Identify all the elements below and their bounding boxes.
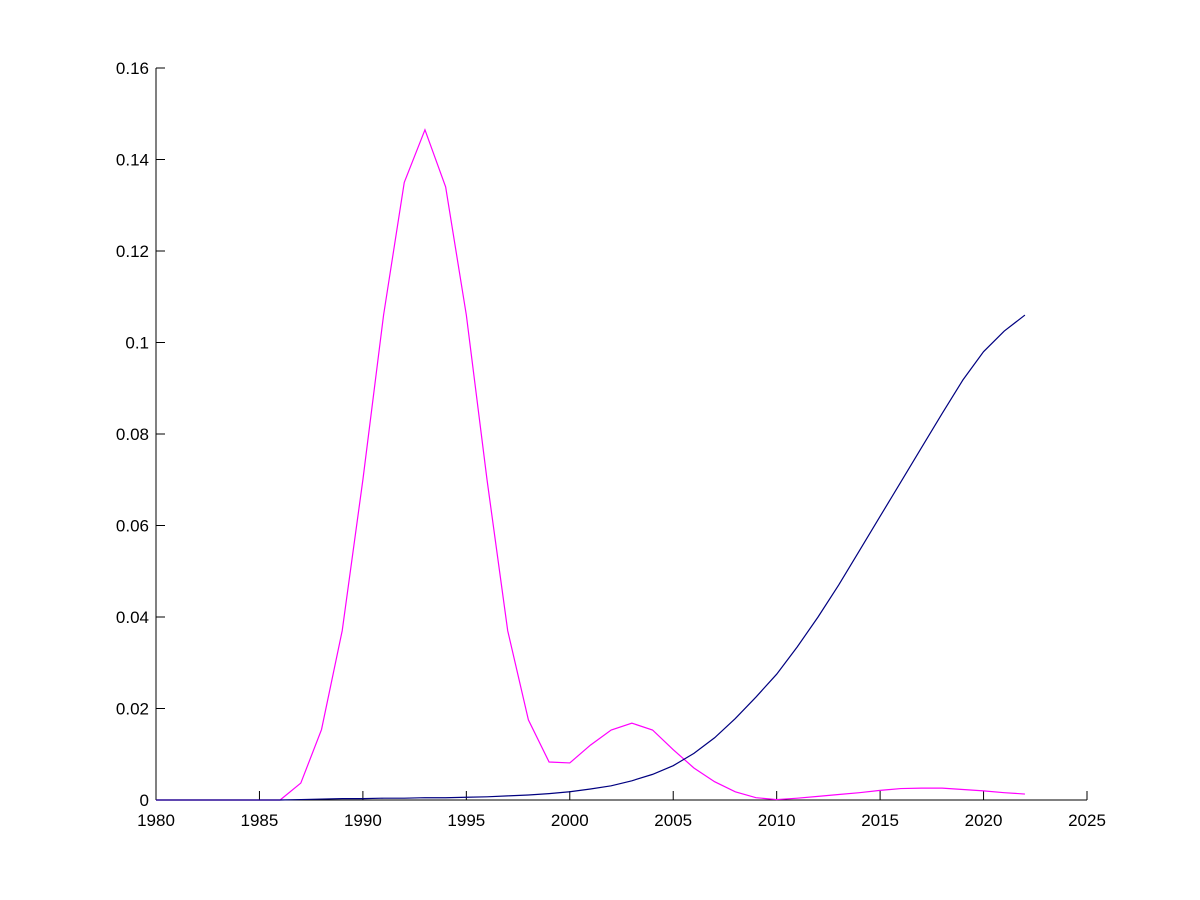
y-tick-label: 0.02 (116, 700, 149, 719)
y-tick-label: 0.1 (125, 334, 149, 353)
series-line (156, 128, 1025, 801)
y-tick-label: 0.06 (116, 517, 149, 536)
series-line (156, 314, 1026, 801)
x-tick-label: 2005 (654, 811, 692, 830)
y-tick-label: 0.16 (116, 59, 149, 78)
x-tick-label: 2000 (551, 811, 589, 830)
x-tick-label: 1995 (447, 811, 485, 830)
x-tick-label: 1990 (344, 811, 382, 830)
x-tick-label: 1980 (137, 811, 175, 830)
y-tick-label: 0.12 (116, 242, 149, 261)
x-tick-label: 2015 (861, 811, 899, 830)
y-tick-label: 0.14 (116, 151, 149, 170)
x-tick-label: 2010 (758, 811, 796, 830)
x-tick-label: 1985 (241, 811, 279, 830)
y-tick-label: 0.04 (116, 608, 149, 627)
y-tick-label: 0.08 (116, 425, 149, 444)
y-tick-label: 0 (140, 791, 149, 810)
x-tick-label: 2025 (1068, 811, 1106, 830)
x-tick-label: 2020 (965, 811, 1003, 830)
